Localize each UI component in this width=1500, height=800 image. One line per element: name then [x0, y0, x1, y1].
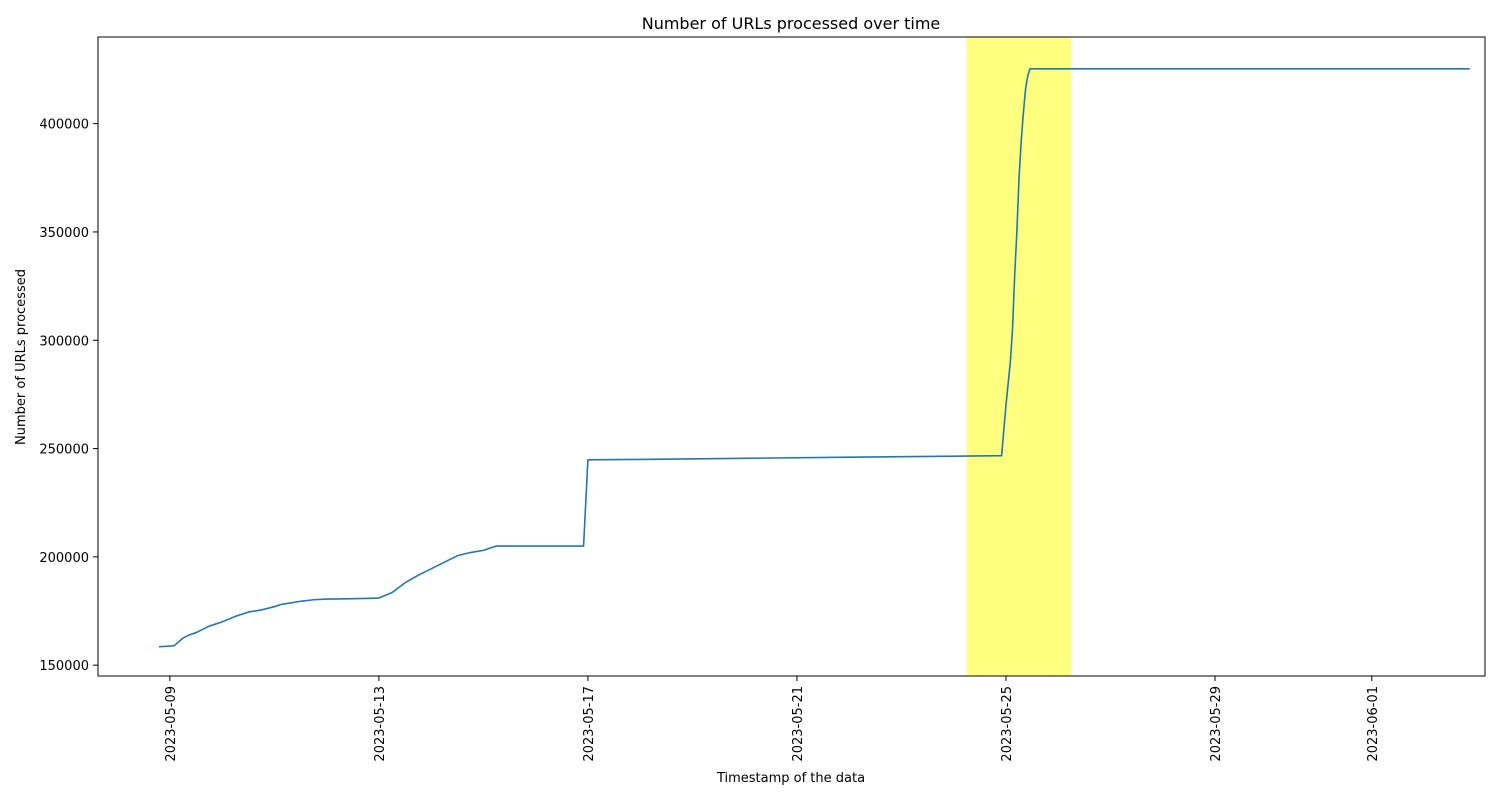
- y-tick-label: 350000: [39, 226, 89, 241]
- x-tick-label: 2023-05-13: [373, 686, 388, 762]
- y-tick-label: 200000: [39, 551, 89, 566]
- ticks-layer: 2023-05-09 2023-05-13 2023-05-17 2023-05-21…: [39, 118, 1380, 762]
- chart-title: Number of URLs processed over time: [642, 14, 941, 33]
- x-tick-label: 2023-05-29: [1209, 686, 1224, 762]
- x-tick-label: 2023-05-09: [164, 686, 179, 762]
- axes-layer: [97, 36, 1486, 677]
- x-tick-label: 2023-05-17: [582, 686, 597, 762]
- plot-frame: [97, 36, 1486, 677]
- x-tick-label: 2023-06-01: [1366, 686, 1381, 762]
- y-axis-label: Number of URLs processed: [14, 269, 29, 445]
- x-tick-label: 2023-05-25: [1000, 686, 1015, 762]
- x-tick-label: 2023-05-21: [791, 686, 806, 762]
- highlight-span: [966, 37, 1072, 676]
- y-tick-label: 150000: [39, 659, 89, 674]
- highlight-layer: [966, 37, 1072, 676]
- series-layer: [158, 68, 1470, 648]
- series-line-0: [158, 68, 1470, 648]
- y-tick-label: 300000: [39, 334, 89, 349]
- y-tick-label: 250000: [39, 443, 89, 458]
- x-axis-label: Timestamp of the data: [716, 771, 865, 786]
- y-tick-label: 400000: [39, 118, 89, 133]
